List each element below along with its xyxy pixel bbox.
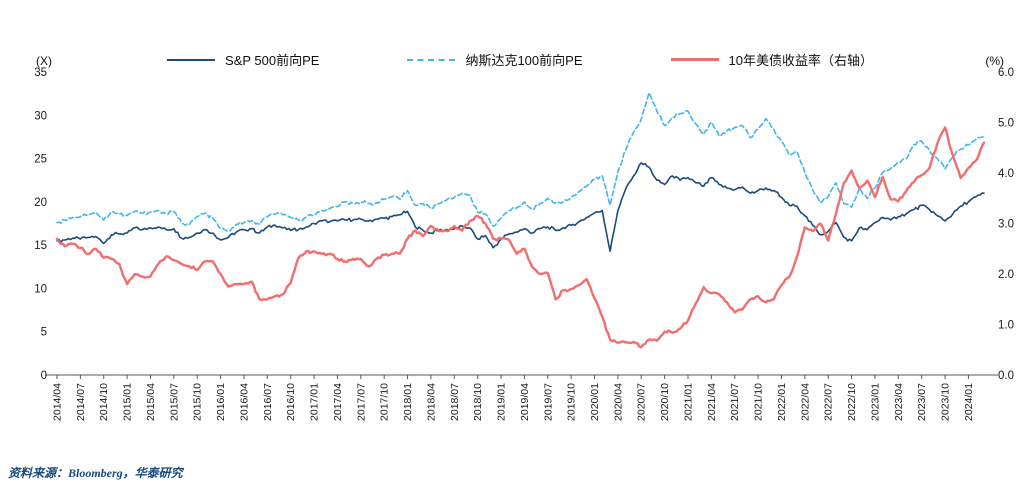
left-axis-tick: 5 [41,327,47,339]
x-axis-tick: 2021/10 [753,383,765,421]
x-axis-tick: 2015/10 [192,383,204,421]
x-axis-tick: 2022/01 [776,383,788,421]
sp500-line-swatch [167,58,216,61]
x-axis-tick: 2023/07 [916,383,928,421]
x-axis-tick: 2014/04 [52,383,64,421]
x-axis-tick: 2017/01 [309,383,321,421]
legend-label-nasdaq100-pe: 纳斯达克100前向PE [465,53,583,68]
x-axis-tick: 2024/01 [963,383,975,421]
x-axis-tick: 2022/10 [846,383,858,421]
left-axis-tick: 15 [34,240,47,252]
x-axis-tick: 2019/07 [542,383,554,421]
x-axis-tick: 2017/10 [379,383,391,421]
x-axis-tick: 2015/04 [145,383,157,421]
legend-label-sp500-pe: S&P 500前向PE [225,53,320,68]
x-axis-tick: 2020/07 [636,383,648,421]
legend-label-us10y-yield: 10年美债收益率（右轴） [728,53,873,68]
x-axis-tick: 2020/04 [612,383,624,421]
legend-item-us10y-yield: 10年美债收益率（右轴） [670,50,873,69]
x-axis-tick: 2018/01 [402,383,414,421]
legend: S&P 500前向PE 纳斯达克100前向PE 10年美债收益率（右轴） [110,50,930,69]
right-axis-tick: 1.0 [998,320,1014,332]
x-axis-tick: 2017/04 [332,383,344,421]
legend-item-nasdaq100-pe: 纳斯达克100前向PE [407,50,583,69]
x-axis-tick: 2014/07 [75,383,87,421]
right-axis-tick: 6.0 [998,67,1014,79]
series-line-0 [56,162,985,252]
x-axis-tick: 2018/04 [425,383,437,421]
right-axis-tick: 5.0 [998,118,1014,130]
x-axis-tick: 2023/04 [893,383,905,421]
x-axis-tick: 2015/07 [168,383,180,421]
x-axis-tick: 2016/10 [285,383,297,421]
right-axis-tick: 0.0 [998,370,1014,382]
right-axis-tick: 4.0 [998,168,1014,180]
x-axis-tick: 2015/01 [122,383,134,421]
series-line-2 [55,126,986,349]
left-axis-tick: 35 [34,67,47,79]
right-axis-unit: (%) [985,54,1004,68]
x-axis-tick: 2021/04 [706,383,718,421]
left-axis-tick: 25 [34,154,47,166]
right-axis-tick: 3.0 [998,219,1014,231]
x-axis-tick: 2023/01 [869,383,881,421]
x-axis-tick: 2021/01 [682,383,694,421]
x-axis-tick: 2019/04 [519,383,531,421]
x-axis-tick: 2016/01 [215,383,227,421]
x-axis-tick: 2023/10 [940,383,952,421]
x-axis-tick: 2016/04 [238,383,250,421]
x-axis-tick: 2022/07 [823,383,835,421]
nasdaq100-line-swatch [407,58,456,61]
left-axis-tick: 30 [34,110,47,122]
x-axis-tick: 2020/01 [589,383,601,421]
x-axis-tick: 2022/04 [799,383,811,421]
x-axis-tick: 2019/10 [566,383,578,421]
left-axis-unit: (X) [36,54,52,68]
legend-item-sp500-pe: S&P 500前向PE [167,50,319,69]
x-axis-tick: 2021/07 [729,383,741,421]
left-axis-tick: 10 [34,283,47,295]
left-axis-tick: 0 [41,370,47,382]
series-line-1 [56,92,985,233]
x-axis-tick: 2020/10 [659,383,671,421]
x-axis-tick: 2019/01 [496,383,508,421]
x-axis-tick: 2018/07 [449,383,461,421]
x-axis-tick: 2014/10 [98,383,110,421]
us10y-line-swatch [670,58,719,61]
left-axis-tick: 20 [34,197,47,209]
x-axis-tick: 2016/07 [262,383,274,421]
x-axis-tick: 2017/07 [355,383,367,421]
right-axis-tick: 2.0 [998,269,1014,281]
source-note: 资料来源：Bloomberg，华泰研究 [8,466,183,480]
x-axis-tick: 2018/10 [472,383,484,421]
